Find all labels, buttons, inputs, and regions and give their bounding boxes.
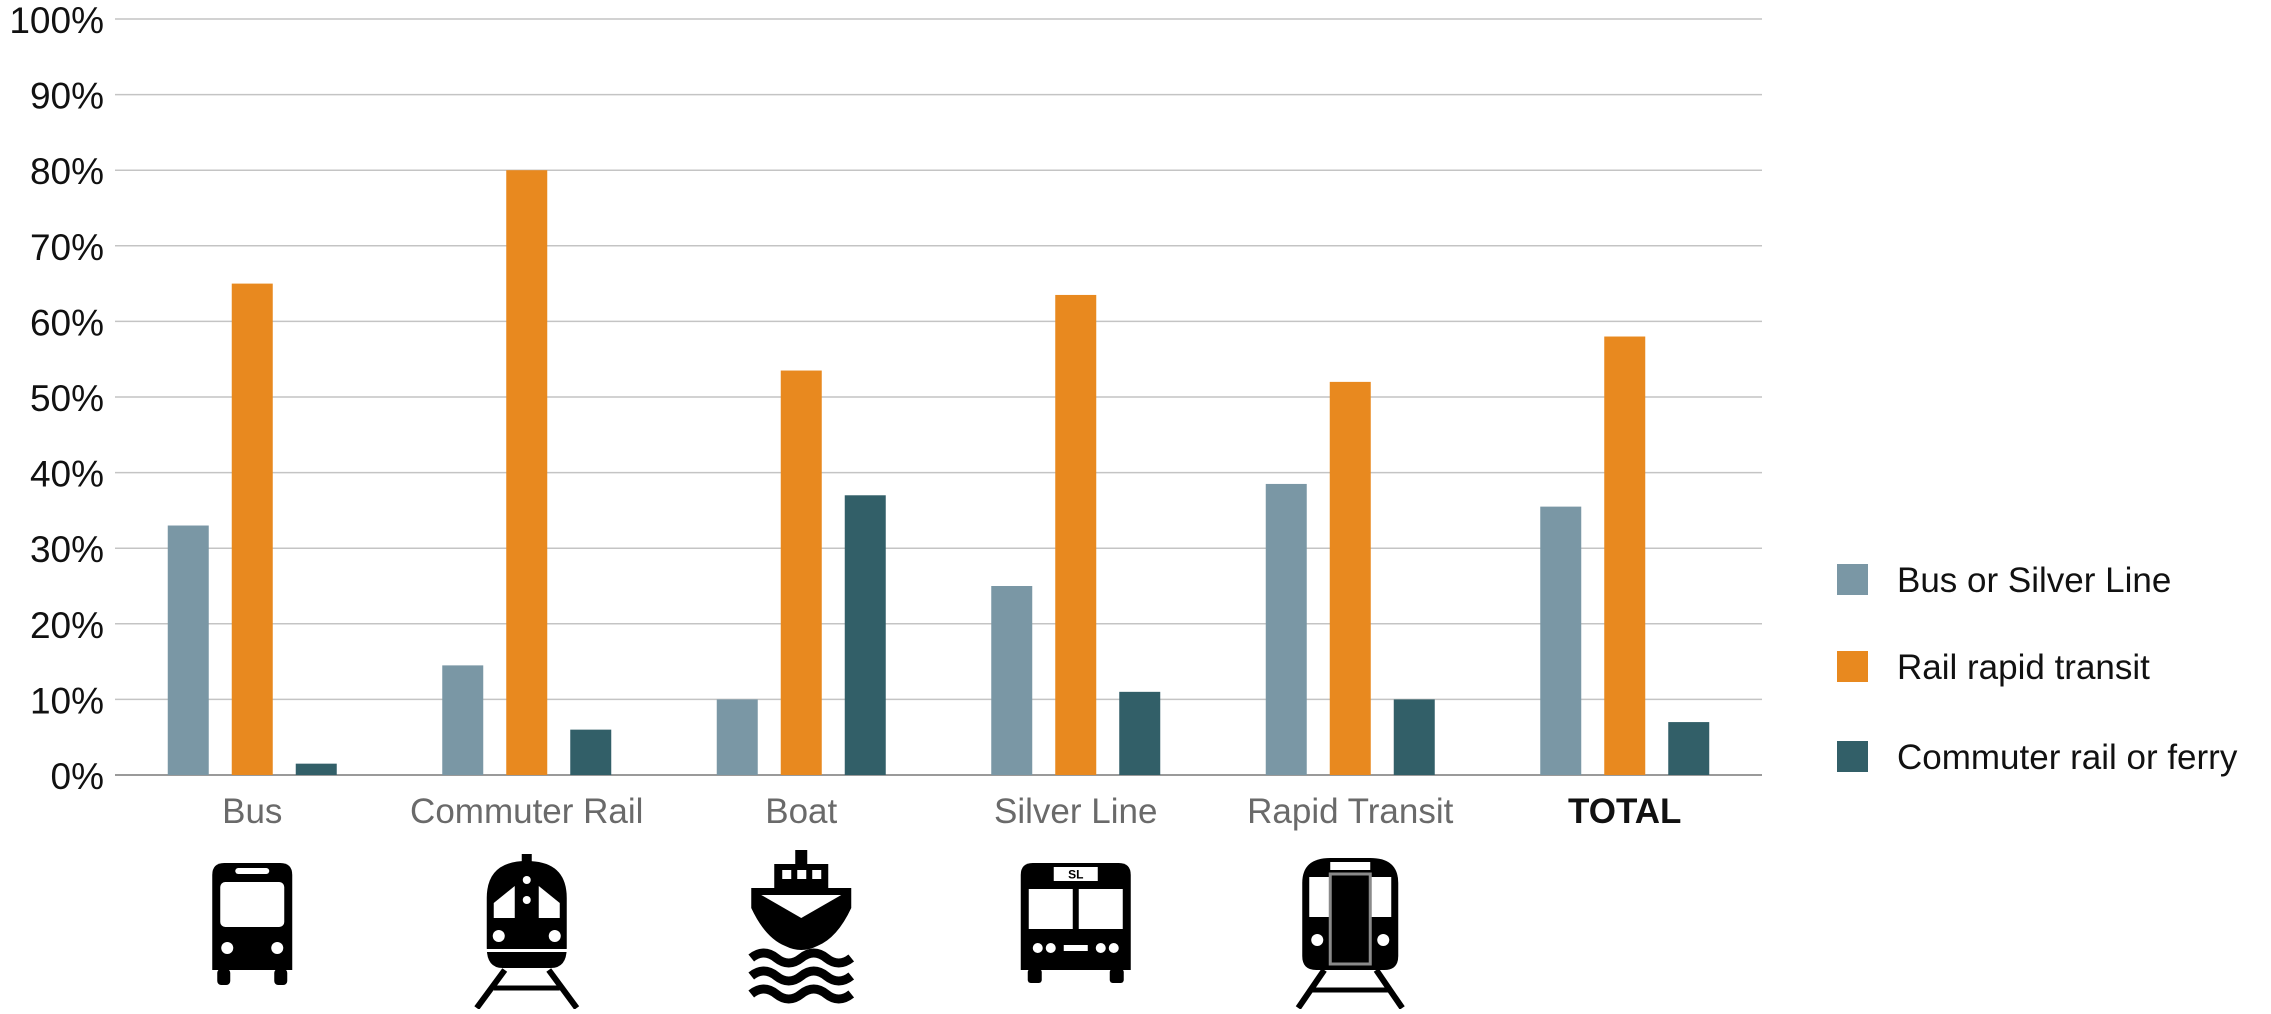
x-tick-label: Bus	[222, 792, 282, 831]
legend-label: Commuter rail or ferry	[1897, 738, 2238, 777]
bar	[1329, 381, 1371, 775]
y-tick-label: 10%	[30, 680, 104, 721]
bar	[716, 699, 758, 775]
legend-swatch	[1837, 564, 1868, 595]
legend-item: Bus or Silver Line	[1837, 561, 2171, 600]
commuter-rail-train-icon	[474, 854, 580, 1010]
y-tick-label: 50%	[30, 378, 104, 419]
silver-line-bus-icon: SL	[1020, 863, 1131, 983]
y-tick-label: 60%	[30, 302, 104, 343]
legend-item: Rail rapid transit	[1837, 648, 2150, 687]
x-tick-label: Rapid Transit	[1247, 792, 1453, 831]
y-tick-label: 90%	[30, 76, 104, 117]
y-tick-label: 80%	[30, 151, 104, 192]
silver-line-badge-text: SL	[1068, 868, 1083, 882]
x-axis-labels: Bus Commuter Rail Boat Silver Line Rapid Tra…	[222, 792, 1681, 831]
y-tick-label: 20%	[30, 605, 104, 646]
legend-item: Commuter rail or ferry	[1837, 738, 2238, 777]
bar	[780, 370, 822, 775]
y-tick-label: 40%	[30, 454, 104, 495]
ferry-boat-icon	[748, 850, 855, 1004]
bar-group	[716, 370, 886, 775]
x-tick-label: Silver Line	[994, 792, 1157, 831]
gridlines	[115, 18, 1762, 776]
bar	[506, 170, 548, 775]
bar	[1668, 722, 1710, 775]
bar	[167, 525, 209, 775]
legend-swatch	[1837, 651, 1868, 682]
bar	[991, 586, 1033, 775]
bar-group	[442, 170, 612, 775]
bar	[231, 283, 273, 775]
rapid-transit-train-icon	[1295, 858, 1405, 1010]
bar	[1265, 483, 1307, 775]
bar	[442, 665, 484, 775]
bar-group	[167, 283, 337, 775]
y-tick-label: 100%	[9, 0, 104, 41]
x-tick-label: Boat	[765, 792, 837, 831]
bar	[295, 763, 337, 775]
x-tick-label: TOTAL	[1568, 792, 1681, 831]
bar	[1540, 506, 1582, 775]
bar	[1119, 691, 1161, 775]
bar	[844, 495, 886, 775]
bars	[167, 170, 1710, 775]
bar	[1055, 294, 1097, 775]
legend: Bus or Silver Line Rail rapid transit Comm…	[1837, 561, 2238, 777]
legend-label: Bus or Silver Line	[1897, 561, 2171, 600]
bar-group	[991, 294, 1161, 775]
legend-label: Rail rapid transit	[1897, 648, 2150, 687]
bar	[1393, 699, 1435, 775]
bar	[1604, 336, 1646, 775]
bar-group	[1540, 336, 1710, 775]
legend-swatch	[1837, 741, 1868, 772]
category-icons: SL	[212, 850, 1405, 1010]
y-tick-label: 0%	[51, 756, 104, 797]
x-tick-label: Commuter Rail	[410, 792, 643, 831]
y-axis-ticks: 0% 10% 20% 30% 40% 50% 60% 70% 80% 90% 100%	[9, 0, 104, 797]
bar-group	[1265, 381, 1435, 775]
y-tick-label: 70%	[30, 227, 104, 268]
y-tick-label: 30%	[30, 529, 104, 570]
bar	[570, 729, 612, 775]
bus-icon	[212, 863, 293, 985]
